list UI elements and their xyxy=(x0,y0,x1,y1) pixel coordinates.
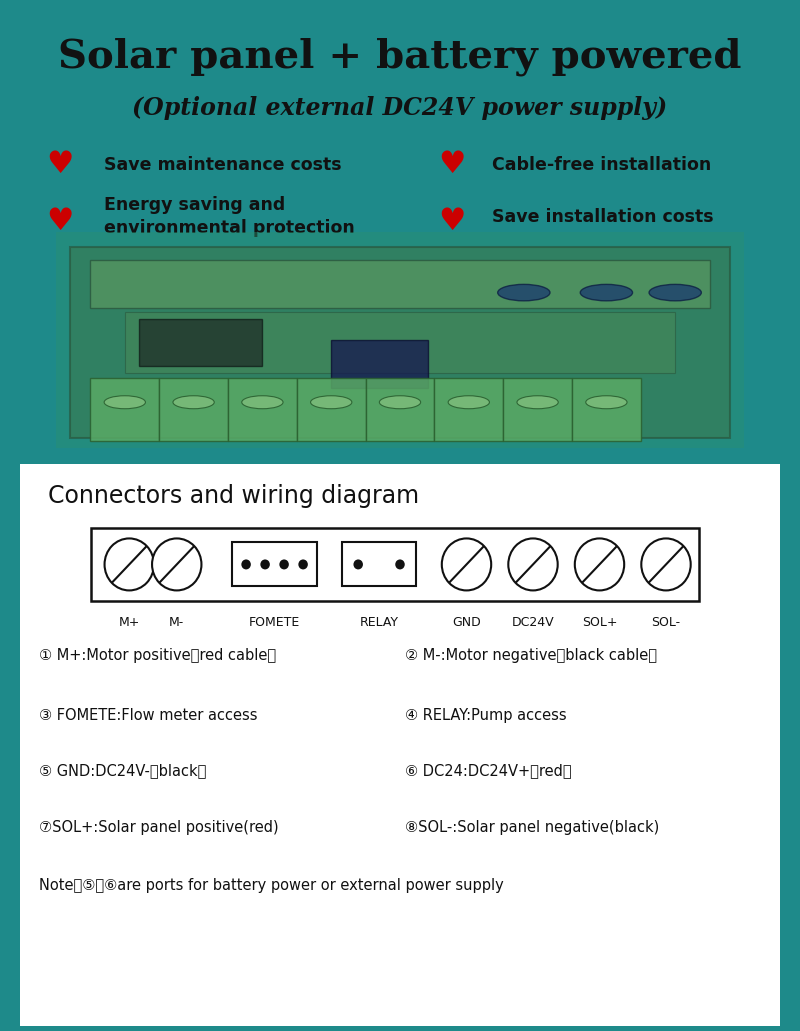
Circle shape xyxy=(152,538,202,591)
Circle shape xyxy=(395,560,405,569)
Text: M+: M+ xyxy=(118,616,140,629)
Text: ♥: ♥ xyxy=(438,151,466,179)
Text: ⑤: ⑤ xyxy=(460,544,473,558)
Text: ⑤ GND:DC24V-（black）: ⑤ GND:DC24V-（black） xyxy=(39,763,206,778)
Text: FOMETE: FOMETE xyxy=(249,616,300,629)
Circle shape xyxy=(448,396,490,408)
Text: Note：⑤、⑥are ports for battery power or external power supply: Note：⑤、⑥are ports for battery power or e… xyxy=(39,878,504,894)
Text: Save installation costs: Save installation costs xyxy=(492,207,714,226)
FancyBboxPatch shape xyxy=(434,378,503,441)
Circle shape xyxy=(354,560,363,569)
Text: DC24V: DC24V xyxy=(512,616,554,629)
Text: ①: ① xyxy=(123,544,135,558)
Text: ⑦: ⑦ xyxy=(594,544,606,558)
Text: ⑥: ⑥ xyxy=(526,544,539,558)
FancyBboxPatch shape xyxy=(90,378,159,441)
Circle shape xyxy=(104,396,146,408)
FancyBboxPatch shape xyxy=(70,247,730,437)
Text: ♥: ♥ xyxy=(438,207,466,236)
Circle shape xyxy=(580,285,633,301)
FancyBboxPatch shape xyxy=(342,542,416,587)
Text: ⑧: ⑧ xyxy=(660,544,672,558)
Text: Solar panel + battery powered: Solar panel + battery powered xyxy=(58,37,742,76)
Text: ③ FOMETE:Flow meter access: ③ FOMETE:Flow meter access xyxy=(39,708,258,724)
FancyBboxPatch shape xyxy=(159,378,228,441)
Circle shape xyxy=(310,396,352,408)
FancyBboxPatch shape xyxy=(297,378,366,441)
Circle shape xyxy=(498,285,550,301)
Circle shape xyxy=(379,396,421,408)
Text: Connectors and wiring diagram: Connectors and wiring diagram xyxy=(49,484,420,508)
FancyBboxPatch shape xyxy=(503,378,572,441)
Circle shape xyxy=(442,538,491,591)
Circle shape xyxy=(508,538,558,591)
Text: ⑧SOL-:Solar panel negative(black): ⑧SOL-:Solar panel negative(black) xyxy=(405,821,659,835)
Circle shape xyxy=(649,285,702,301)
Text: ⑦SOL+:Solar panel positive(red): ⑦SOL+:Solar panel positive(red) xyxy=(39,821,278,835)
Text: GND: GND xyxy=(452,616,481,629)
Text: M-: M- xyxy=(169,616,184,629)
Circle shape xyxy=(242,560,251,569)
Circle shape xyxy=(260,560,270,569)
Text: ♥: ♥ xyxy=(46,151,74,179)
Text: ② M-:Motor negative（black cable）: ② M-:Motor negative（black cable） xyxy=(405,648,657,663)
FancyBboxPatch shape xyxy=(138,319,262,366)
Text: SOL-: SOL- xyxy=(651,616,681,629)
FancyBboxPatch shape xyxy=(91,528,699,601)
FancyBboxPatch shape xyxy=(125,312,675,373)
Text: (Optional external DC24V power supply): (Optional external DC24V power supply) xyxy=(133,96,667,121)
Text: SOL+: SOL+ xyxy=(582,616,618,629)
FancyBboxPatch shape xyxy=(366,378,434,441)
FancyBboxPatch shape xyxy=(18,462,782,1028)
Text: ① M+:Motor positive（red cable）: ① M+:Motor positive（red cable） xyxy=(39,648,276,663)
Circle shape xyxy=(517,396,558,408)
Text: Save maintenance costs: Save maintenance costs xyxy=(104,156,342,174)
Circle shape xyxy=(298,560,308,569)
Circle shape xyxy=(105,538,154,591)
Text: ♥: ♥ xyxy=(46,207,74,236)
FancyBboxPatch shape xyxy=(572,378,641,441)
Circle shape xyxy=(279,560,289,569)
Circle shape xyxy=(586,396,627,408)
Circle shape xyxy=(574,538,624,591)
FancyBboxPatch shape xyxy=(331,340,427,388)
Text: Energy saving and
environmental protection: Energy saving and environmental protecti… xyxy=(104,197,354,236)
FancyBboxPatch shape xyxy=(232,542,318,587)
Text: Cable-free installation: Cable-free installation xyxy=(492,156,711,174)
FancyBboxPatch shape xyxy=(90,260,710,307)
FancyBboxPatch shape xyxy=(56,232,744,448)
Text: ④: ④ xyxy=(373,544,386,558)
Text: ②: ② xyxy=(170,544,183,558)
Circle shape xyxy=(242,396,283,408)
Circle shape xyxy=(642,538,690,591)
Circle shape xyxy=(173,396,214,408)
FancyBboxPatch shape xyxy=(228,378,297,441)
Text: RELAY: RELAY xyxy=(360,616,398,629)
Text: ⑥ DC24:DC24V+（red）: ⑥ DC24:DC24V+（red） xyxy=(405,763,571,778)
Text: ③: ③ xyxy=(268,544,281,558)
Text: ④ RELAY:Pump access: ④ RELAY:Pump access xyxy=(405,708,566,724)
